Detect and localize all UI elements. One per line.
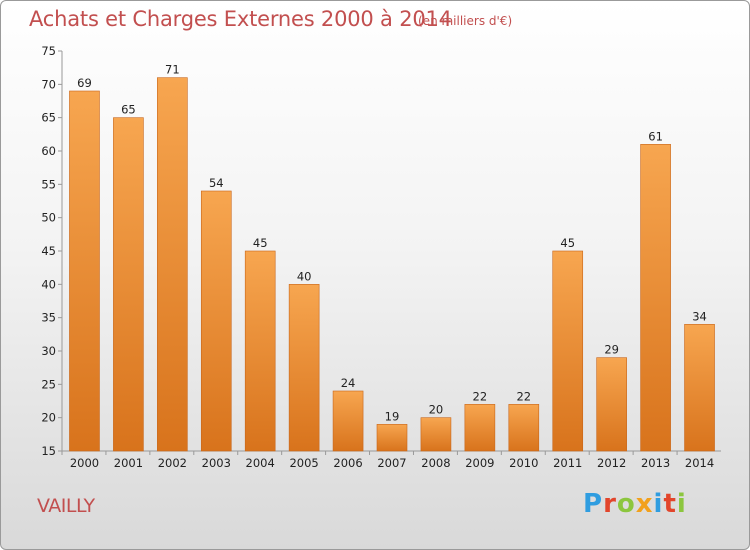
y-tick-label: 50 [41, 211, 56, 225]
x-tick-label: 2006 [333, 456, 362, 470]
x-tick-label: 2009 [465, 456, 494, 470]
data-label-2002: 71 [165, 63, 180, 77]
y-tick-label: 25 [41, 377, 56, 391]
data-label-2013: 61 [648, 129, 663, 143]
bar-2009 [464, 404, 496, 452]
bar-2008 [420, 417, 452, 452]
data-label-2007: 19 [385, 409, 400, 423]
bar-2005 [288, 284, 320, 452]
y-tick-label: 30 [41, 344, 56, 358]
x-tick-label: 2014 [685, 456, 714, 470]
bar-2001 [113, 117, 144, 452]
data-label-2004: 45 [253, 236, 268, 250]
bar-2010 [508, 404, 540, 452]
commune-name: VAILLY [37, 495, 95, 517]
bar-2014 [684, 324, 715, 452]
y-tick-label: 75 [41, 44, 56, 58]
x-tick-label: 2012 [597, 456, 626, 470]
bar-2004 [244, 250, 276, 452]
proxiti-logo: Proxiti [583, 489, 687, 519]
bar-2006 [332, 390, 364, 452]
data-label-2009: 22 [473, 389, 488, 403]
x-tick-label: 2001 [114, 456, 143, 470]
x-tick-label: 2008 [421, 456, 450, 470]
y-tick-label: 20 [41, 411, 56, 425]
y-tick-label: 45 [41, 244, 56, 258]
data-label-2008: 20 [429, 403, 444, 417]
bar-2011 [552, 250, 584, 452]
chart-unit-note: (en milliers d'€) [418, 14, 513, 28]
y-tick-label: 55 [41, 177, 56, 191]
bar-2003 [200, 190, 232, 452]
bar-2002 [157, 77, 188, 452]
y-tick-label: 60 [41, 144, 56, 158]
x-tick-label: 2002 [158, 456, 187, 470]
x-tick-label: 2007 [377, 456, 406, 470]
chart-title: Achats et Charges Externes 2000 à 2014 [29, 7, 452, 31]
bar-2007 [376, 424, 408, 452]
x-tick-label: 2003 [202, 456, 231, 470]
x-tick-label: 2010 [509, 456, 538, 470]
bar-2012 [596, 357, 627, 452]
data-label-2005: 40 [297, 269, 312, 283]
data-label-2003: 54 [209, 176, 224, 190]
x-tick-label: 2005 [289, 456, 318, 470]
data-label-2001: 65 [121, 103, 136, 117]
y-tick-label: 70 [41, 77, 56, 91]
bar-2000 [69, 90, 100, 452]
data-label-2014: 34 [692, 309, 707, 323]
x-tick-label: 2011 [553, 456, 582, 470]
data-label-2006: 24 [341, 376, 356, 390]
data-label-2012: 29 [604, 343, 619, 357]
bar-2013 [640, 144, 671, 452]
x-tick-label: 2000 [70, 456, 99, 470]
data-label-2000: 69 [77, 76, 92, 90]
y-tick-label: 40 [41, 277, 56, 291]
data-label-2010: 22 [516, 389, 531, 403]
x-tick-label: 2004 [246, 456, 275, 470]
x-tick-label: 2013 [641, 456, 670, 470]
y-tick-label: 65 [41, 111, 56, 125]
data-label-2011: 45 [560, 236, 575, 250]
y-tick-label: 15 [41, 444, 56, 458]
y-tick-label: 35 [41, 311, 56, 325]
